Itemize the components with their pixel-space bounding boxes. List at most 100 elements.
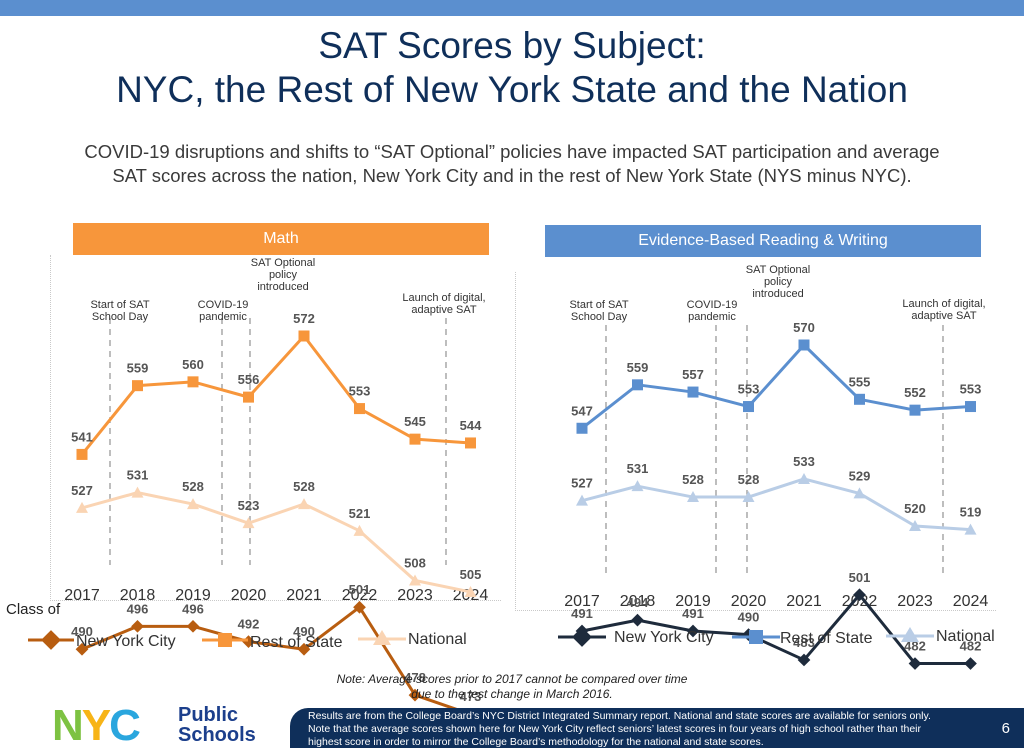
math-annotation-digital: adaptive SAT (411, 304, 477, 316)
ebrw-annotation-covid: COVID-19 (687, 299, 738, 311)
math-data-label-nyc: 473 (460, 689, 482, 704)
math-point-ros (243, 391, 254, 403)
ebrw-point-national (798, 472, 810, 484)
ebrw-point-ros (965, 401, 976, 413)
legend-label-national-math: National (408, 631, 467, 648)
ebrw-series-line-ros (581, 343, 971, 430)
math-x-tick-label: 2017 (64, 587, 100, 604)
title-line-2: NYC, the Rest of New York State and the … (116, 69, 908, 110)
math-x-tick-label: 2019 (175, 587, 211, 604)
ebrw-x-tick-label: 2018 (620, 593, 656, 610)
page-subtitle: COVID-19 disruptions and shifts to “SAT … (40, 140, 984, 188)
ebrw-data-label-national: 520 (904, 501, 926, 516)
ebrw-data-label-ros: 553 (738, 382, 760, 397)
math-data-label-national: 523 (238, 498, 260, 513)
math-data-label-national: 528 (182, 479, 204, 494)
ebrw-annotation-optional: introduced (752, 288, 803, 300)
ebrw-point-nyc (964, 657, 977, 670)
ebrw-data-label-nyc: 483 (793, 635, 815, 650)
ebrw-point-ros (687, 386, 699, 398)
ebrw-annotation-optional: SAT Optional (746, 264, 810, 276)
math-data-label-ros: 545 (404, 414, 426, 429)
math-point-nyc (131, 619, 144, 633)
footnote: Note: Average scores prior to 2017 canno… (300, 672, 724, 702)
math-data-label-ros: 556 (238, 372, 260, 387)
math-x-tick-label: 2023 (397, 587, 433, 604)
math-point-ros (465, 437, 476, 449)
ebrw-data-label-ros: 559 (627, 360, 649, 375)
math-series-line-nyc (81, 605, 471, 716)
ebrw-data-label-national: 519 (960, 505, 982, 520)
math-data-label-national: 531 (127, 468, 149, 483)
ebrw-data-label-national: 533 (793, 454, 815, 469)
math-annotation-optional: introduced (257, 281, 308, 293)
ebrw-x-tick-label: 2024 (953, 593, 989, 610)
ebrw-x-tick-label: 2021 (786, 593, 822, 610)
math-point-ros (132, 380, 143, 392)
math-data-label-nyc: 492 (238, 617, 260, 632)
ebrw-annotation-school_day: School Day (571, 311, 628, 323)
top-accent-bar (0, 0, 1024, 16)
math-point-national (187, 498, 199, 510)
math-point-national (131, 486, 144, 498)
ebrw-point-national (742, 491, 755, 503)
math-data-label-national: 528 (293, 479, 315, 494)
footer-text: Results are from the College Board’s NYC… (308, 710, 988, 749)
math-data-label-nyc: 496 (127, 601, 149, 616)
ebrw-point-ros (798, 339, 810, 351)
ebrw-point-ros (854, 393, 865, 405)
footer-line-1: Results are from the College Board’s NYC… (308, 710, 931, 722)
ebrw-data-label-nyc: 491 (571, 606, 593, 621)
math-data-label-nyc: 490 (293, 624, 315, 639)
math-data-label-ros: 553 (349, 384, 371, 399)
ebrw-point-national (909, 520, 921, 531)
ebrw-annotation-optional: policy (764, 276, 793, 288)
math-data-label-nyc: 490 (71, 624, 93, 639)
math-point-ros (187, 376, 199, 388)
math-point-national (242, 517, 255, 529)
legend-label-national-ebrw: National (936, 628, 995, 645)
logo-public-text: Public (178, 704, 239, 726)
footer-line-3: highest score in order to mirror the Col… (308, 736, 764, 748)
ebrw-data-label-national: 528 (682, 472, 704, 487)
math-annotation-optional: SAT Optional (251, 257, 315, 269)
ebrw-point-nyc (631, 613, 644, 627)
ebrw-point-ros (743, 401, 754, 413)
ebrw-annotation-digital: adaptive SAT (911, 310, 977, 322)
ebrw-data-label-national: 531 (627, 461, 649, 476)
ebrw-point-national (687, 491, 699, 503)
math-data-label-national: 521 (349, 506, 371, 521)
math-x-tick-label: 2022 (342, 587, 378, 604)
ebrw-data-label-nyc: 482 (904, 639, 926, 654)
ebrw-x-tick-label: 2019 (675, 593, 711, 610)
math-series-line-ros (80, 334, 471, 456)
footnote-line-1: Note: Average scores prior to 2017 canno… (336, 672, 688, 686)
ebrw-chart-frame (515, 272, 996, 611)
footnote-line-2: due to the test change in March 2016. (411, 687, 613, 701)
math-point-national (298, 498, 310, 510)
legend-marker-nyc-ebrw (558, 627, 606, 647)
page-title: SAT Scores by Subject: NYC, the Rest of … (0, 24, 1024, 112)
math-annotation-school_day: School Day (92, 311, 149, 323)
ebrw-data-label-nyc: 494 (627, 595, 649, 610)
math-data-label-national: 505 (460, 567, 482, 582)
ebrw-data-label-national: 527 (571, 476, 593, 491)
math-annotation-digital: Launch of digital, (402, 292, 485, 304)
ebrw-data-label-nyc: 501 (849, 570, 871, 585)
ebrw-x-tick-label: 2023 (897, 593, 933, 610)
math-x-tick-label: 2021 (286, 587, 322, 604)
legend-label-nyc-ebrw: New York City (614, 629, 714, 646)
ebrw-point-national (964, 523, 977, 535)
legend-label-nyc-math: New York City (76, 633, 176, 650)
math-point-national (464, 585, 477, 597)
ebrw-annotation-digital: Launch of digital, (902, 298, 985, 310)
math-data-label-ros: 572 (293, 311, 315, 326)
ebrw-x-tick-label: 2020 (731, 593, 767, 610)
ebrw-chart-header: Evidence-Based Reading & Writing (545, 225, 981, 257)
ebrw-point-national (853, 487, 866, 499)
math-x-tick-label: 2020 (231, 587, 267, 604)
math-chart-frame (50, 255, 501, 601)
ebrw-data-label-national: 529 (849, 468, 871, 483)
math-data-label-ros: 560 (182, 357, 204, 372)
legend-marker-ros-ebrw (732, 630, 780, 644)
